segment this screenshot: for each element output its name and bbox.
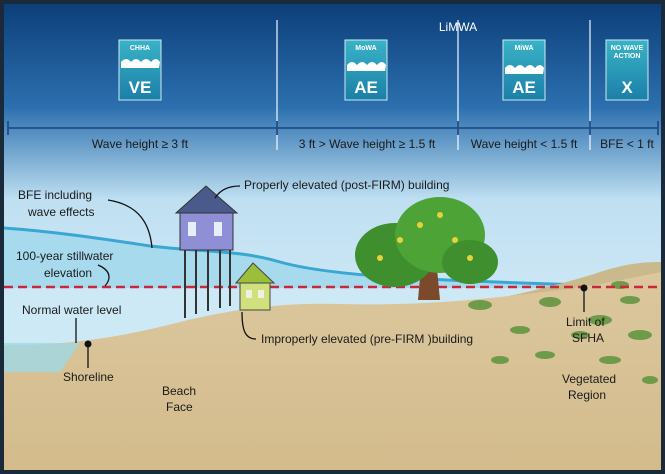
shape (642, 376, 658, 384)
zone-icon: MiWA AE (503, 40, 545, 100)
shape (628, 330, 652, 340)
annotation: Shoreline (63, 370, 114, 384)
shape (535, 351, 555, 359)
icon-label: CHHA (130, 45, 150, 52)
annotation: SFHA (572, 331, 604, 345)
zone-badge: X (621, 78, 633, 97)
annotation: Improperly elevated (pre-FIRM )building (261, 332, 473, 346)
page: LiMWA CHHA VE Wave height ≥ 3 ft MoWA AE 3 ft… (0, 0, 665, 474)
annotation: Beach (162, 384, 196, 398)
zone-badge: AE (512, 78, 536, 97)
icon-label: NO WAVE (611, 45, 644, 52)
annotation: Normal water level (22, 303, 121, 317)
shape (188, 222, 196, 236)
zone-badge: AE (354, 78, 378, 97)
shape (246, 290, 252, 298)
icon-label: MiWA (514, 45, 533, 52)
annotation: wave effects (27, 205, 94, 219)
shape (417, 222, 423, 228)
shape (377, 255, 383, 261)
icon-label: ACTION (614, 53, 641, 60)
annotation: Face (166, 400, 193, 414)
annotation: Region (568, 388, 606, 402)
shape (397, 237, 403, 243)
shape (180, 212, 233, 250)
diagram: LiMWA CHHA VE Wave height ≥ 3 ft MoWA AE 3 ft… (0, 0, 665, 474)
limwa-label: LiMWA (439, 20, 477, 34)
zone-icon: MoWA AE (345, 40, 387, 100)
annotation: elevation (44, 266, 92, 280)
wave-height-label: Wave height < 1.5 ft (471, 137, 578, 151)
shape (581, 285, 588, 292)
zone-icon: CHHA VE (119, 40, 161, 100)
annotation: 100-year stillwater (16, 249, 113, 263)
shape (620, 296, 640, 304)
wave-height-label: BFE < 1 ft (600, 137, 654, 151)
shape (442, 240, 498, 284)
annotation: Limit of (566, 315, 605, 329)
shape (491, 356, 509, 364)
annotation: BFE including (18, 188, 92, 202)
zone-badge: VE (129, 78, 152, 97)
annotation: Properly elevated (post-FIRM) building (244, 178, 449, 192)
wave-height-label: Wave height ≥ 3 ft (92, 137, 189, 151)
annotation: Vegetated (562, 372, 616, 386)
shape (468, 300, 492, 310)
shape (539, 297, 561, 307)
shape (467, 255, 473, 261)
shape (599, 356, 621, 364)
shape (510, 326, 530, 334)
shape (258, 290, 264, 298)
shape (452, 237, 458, 243)
shape (240, 282, 270, 310)
wave-height-label: 3 ft > Wave height ≥ 1.5 ft (299, 137, 436, 151)
shape (214, 222, 222, 236)
icon-label: MoWA (355, 45, 376, 52)
shape (85, 341, 92, 348)
shape (437, 212, 443, 218)
